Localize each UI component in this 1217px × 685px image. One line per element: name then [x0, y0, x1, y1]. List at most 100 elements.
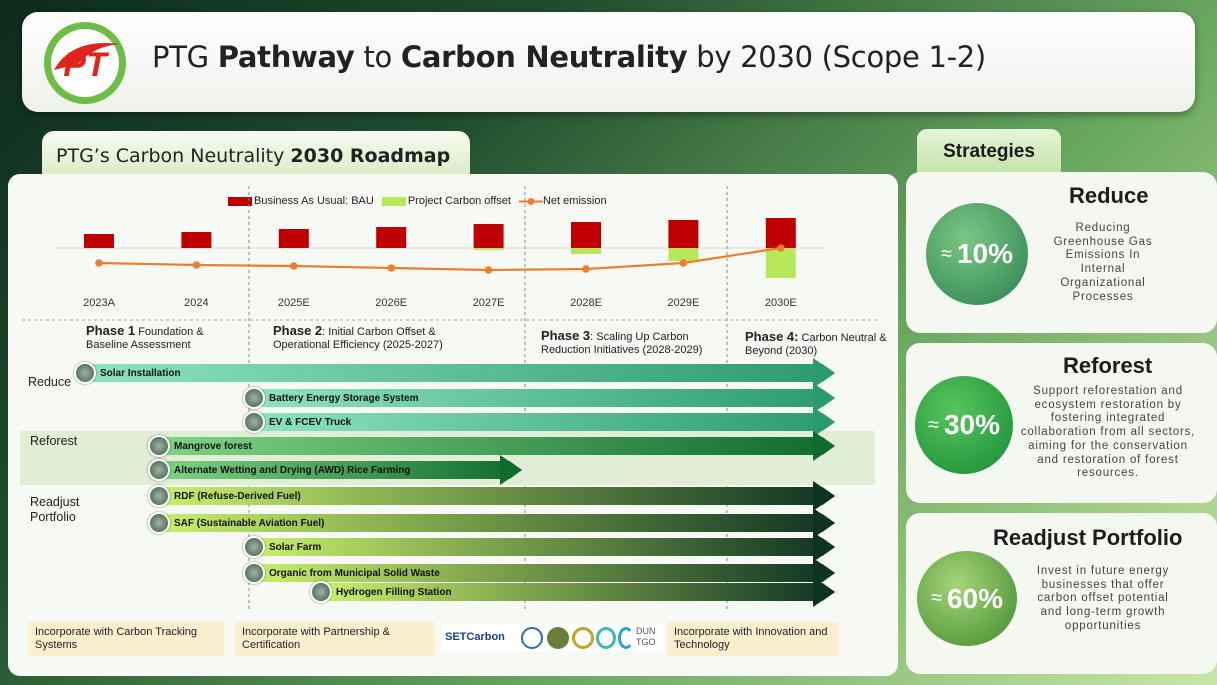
net-emission-point	[484, 266, 493, 274]
x-tick-label: 2028E	[570, 297, 602, 309]
aviation-icon	[148, 512, 170, 534]
footer-partnership: Incorporate with Partnership & Certifica…	[235, 622, 435, 656]
partner-badge-icon	[572, 627, 594, 649]
initiative-arrow	[322, 583, 835, 601]
phase-2: Phase 2: Initial Carbon Offset & Operati…	[273, 323, 443, 351]
bau-bar	[765, 218, 796, 248]
net-emission-point	[192, 261, 201, 269]
partner-c-icon	[618, 627, 634, 649]
logo-text: PT	[63, 46, 110, 84]
strategies-tab: Strategies	[917, 129, 1061, 173]
battery-icon	[243, 387, 265, 409]
bau-bar	[278, 229, 309, 248]
footer-tracking: Incorporate with Carbon Tracking Systems	[28, 622, 224, 656]
x-tick-label: 2024	[184, 297, 208, 309]
initiative-arrow	[160, 487, 835, 505]
x-tick-label: 2026E	[375, 297, 407, 309]
tgo-logo: DUN TGO	[636, 626, 656, 647]
offset-bar	[668, 248, 699, 261]
footer-innovation: Incorporate with Innovation and Technolo…	[667, 622, 839, 656]
x-tick-label: 2030E	[765, 297, 797, 309]
initiative-arrow	[255, 413, 835, 431]
header: PT PTG Pathway to Carbon Neutrality by 2…	[22, 12, 1195, 112]
offset-bar	[765, 248, 796, 278]
initiative-arrow	[255, 389, 835, 407]
title-part: Carbon Neutrality	[400, 40, 688, 74]
phase-1: Phase 1 Foundation & Baseline Assessment	[86, 323, 204, 351]
truck-icon	[243, 411, 265, 433]
x-tick-label: 2027E	[473, 297, 505, 309]
title-part: PTG	[152, 40, 218, 74]
strategy-description: Reducing Greenhouse Gas Emissions In Int…	[1053, 222, 1153, 303]
title-part: by 2030 (Scope 1-2)	[687, 40, 986, 74]
bau-bar	[181, 232, 212, 248]
initiative-arrow	[255, 564, 835, 582]
title-part: Pathway	[217, 40, 355, 74]
strategy-reduce: Reduce ≈10% Reducing Greenhouse Gas Emis…	[906, 172, 1217, 333]
bau-bar	[668, 220, 699, 248]
x-tick-label: 2023A	[83, 297, 115, 309]
solar-panel-icon	[74, 362, 96, 384]
partner-emblem-icon	[547, 627, 569, 649]
initiative-arrow	[160, 437, 835, 455]
strategy-reforest: Reforest ≈30% Support reforestation and …	[906, 343, 1217, 503]
strategy-percent: ≈60%	[917, 551, 1017, 646]
x-tick-label: 2029E	[667, 297, 699, 309]
solar-farm-icon	[243, 536, 265, 558]
page-title: PTG Pathway to Carbon Neutrality by 2030…	[152, 40, 986, 74]
bau-bar	[84, 234, 114, 248]
offset-bar	[473, 248, 504, 250]
title-part: to	[354, 40, 401, 74]
net-emission-point	[290, 262, 298, 270]
x-tick-label: 2025E	[278, 297, 310, 309]
strategy-description: Support reforestation and ecosystem rest…	[1020, 385, 1196, 480]
strategy-title: Reduce	[1069, 183, 1149, 208]
bau-bar	[376, 227, 407, 248]
roadmap-tab: PTG’s Carbon Neutrality 2030 Roadmap	[42, 131, 470, 175]
initiative-label: Solar Farm	[269, 542, 322, 553]
roadmap-tab-prefix: PTG’s Carbon Neutrality	[56, 145, 291, 167]
partner-seal-icon	[521, 627, 543, 649]
strategy-title: Readjust Portfolio	[993, 525, 1183, 550]
strategy-description: Invest in future energy businesses that …	[1036, 565, 1170, 632]
category-reduce: Reduce	[28, 375, 72, 389]
phase-3: Phase 3: Scaling Up Carbon Reduction Ini…	[541, 328, 703, 356]
partner-logos: SETCarbon DUN TGO	[441, 624, 664, 652]
initiative-label: RDF (Refuse-Derived Fuel)	[174, 491, 301, 502]
setcarbon-logo: SETCarbon	[445, 631, 505, 643]
legend-bau: Business As Usual: BAU	[228, 195, 374, 207]
bau-bar	[571, 222, 601, 248]
initiative-label: Organic from Municipal Solid Waste	[269, 568, 440, 579]
initiative-label: Mangrove forest	[174, 441, 252, 452]
initiative-label: Battery Energy Storage System	[269, 393, 419, 404]
initiative-label: SAF (Sustainable Aviation Fuel)	[174, 518, 325, 529]
initiative-label: Alternate Wetting and Drying (AWD) Rice …	[174, 465, 411, 476]
rice-icon	[148, 459, 170, 481]
strategy-title: Reforest	[1063, 353, 1153, 378]
strategy-percent: ≈10%	[926, 203, 1028, 305]
legend-net: Net emission	[518, 195, 607, 207]
initiative-arrow	[86, 364, 835, 382]
net-emission-line	[98, 246, 781, 272]
initiative-label: Hydrogen Filling Station	[336, 587, 452, 598]
strategy-percent: ≈30%	[915, 376, 1013, 474]
category-reforest: Reforest	[30, 434, 78, 448]
legend-offset: Project Carbon offset	[381, 195, 511, 207]
initiative-label: EV & FCEV Truck	[269, 417, 352, 428]
bau-bar	[473, 224, 504, 248]
ptg-logo: PT	[44, 22, 126, 104]
net-emission-point	[679, 259, 688, 267]
partner-ring-icon	[596, 627, 616, 649]
net-emission-point	[95, 259, 103, 267]
initiative-label: Solar Installation	[100, 368, 181, 379]
phase-4: Phase 4: Carbon Neutral & Beyond (2030)	[745, 329, 887, 357]
net-emission-point	[582, 265, 590, 273]
rdf-icon	[148, 485, 170, 507]
category-readjust: Readjust Portfolio	[30, 495, 80, 524]
net-emission-point	[387, 264, 396, 272]
waste-icon	[243, 562, 265, 584]
offset-bar	[571, 248, 601, 254]
initiative-arrow	[255, 538, 835, 556]
initiative-arrow	[160, 461, 522, 479]
